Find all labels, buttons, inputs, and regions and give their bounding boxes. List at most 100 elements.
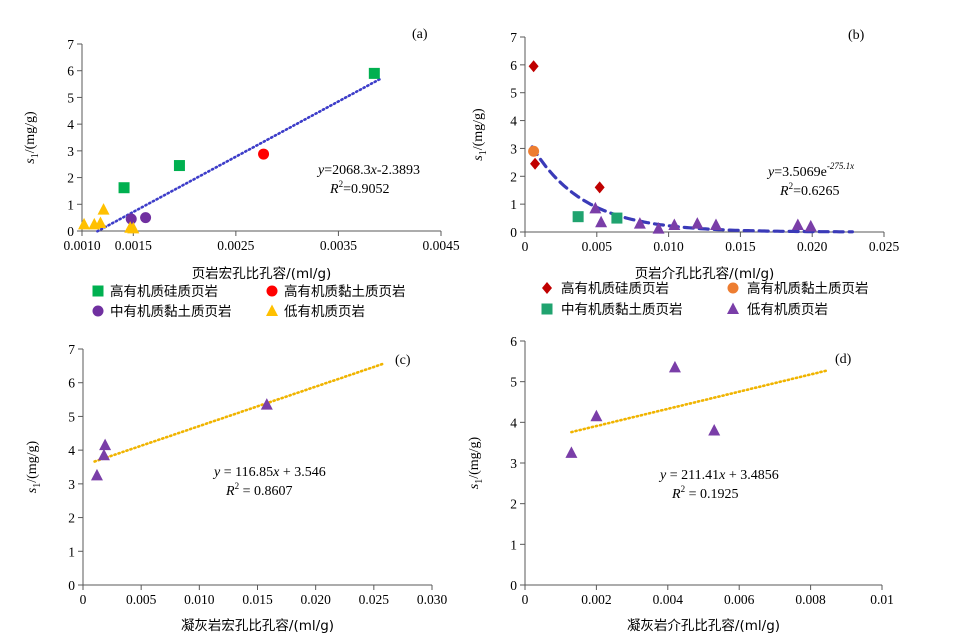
data-point (709, 218, 722, 231)
y-tick-label: 5 (510, 375, 517, 390)
data-point (118, 182, 130, 194)
y-tick-label: 0 (510, 225, 517, 240)
y-tick-label: 6 (510, 58, 517, 73)
data-point (565, 446, 578, 458)
y-tick-label: 0 (510, 578, 517, 593)
x-tick-label: 0.020 (797, 239, 828, 254)
data-point (691, 217, 704, 229)
r-squared: R2 = 0.8607 (225, 481, 292, 499)
y-tick-label: 5 (67, 90, 74, 105)
data-point (611, 212, 623, 224)
legend-label: 中有机质黏土质页岩 (110, 304, 232, 320)
data-point (595, 215, 608, 228)
data-point (804, 219, 817, 232)
x-tick-label: 0.025 (359, 592, 390, 607)
y-tick-label: 3 (510, 141, 517, 156)
chart-panel-b: 0 1 2 3 4 5 6 7 0 0.005 0.010 0.015 0.020 0.025 页岩介孔比孔… (471, 28, 899, 318)
x-tick-label: 0.030 (417, 592, 448, 607)
y-tick-label: 7 (67, 37, 74, 52)
y-tick-label: 2 (68, 511, 75, 526)
data-point (633, 217, 646, 229)
chart-panel-c: 0 1 2 3 4 5 6 7 0 0.005 0.010 0.015 0.020 0.025 0.030 凝… (25, 342, 447, 634)
data-point (94, 216, 107, 228)
y-axis-title: s1/(mg/g) (471, 108, 489, 161)
legend-label: 高有机质硅质页岩 (110, 283, 218, 300)
y-tick-label: 1 (510, 197, 517, 212)
x-tick-label: 0.015 (242, 592, 273, 607)
x-tick-label: 0.0010 (63, 238, 100, 253)
y-tick-label: 6 (67, 64, 74, 79)
chart-panel-d: 0 1 2 3 4 5 6 0 0.002 0.004 0.006 0.008 0.01 凝灰岩介孔比孔容… (467, 334, 894, 634)
x-tick-label: 0.010 (653, 239, 684, 254)
panel-label: (b) (848, 28, 865, 43)
data-point (589, 201, 602, 214)
legend-marker (92, 305, 104, 317)
data-point (368, 67, 380, 79)
y-tick-label: 0 (67, 224, 74, 239)
data-point (97, 448, 110, 461)
x-axis-title: 页岩宏孔比孔容/(ml/g) (192, 265, 332, 282)
x-tick-label: 0.005 (582, 239, 613, 254)
data-point (90, 468, 103, 481)
data-point (708, 423, 721, 436)
x-axis-title: 凝灰岩宏孔比孔容/(ml/g) (181, 617, 334, 634)
legend-label: 高有机质黏土质页岩 (284, 283, 406, 300)
x-tick-label: 0.0015 (115, 238, 152, 253)
data-point (173, 160, 185, 172)
data-point (668, 218, 681, 231)
trend-equation: y = 211.41x + 3.4856 (658, 468, 779, 483)
legend-label: 高有机质黏土质页岩 (747, 280, 869, 297)
y-tick-label: 5 (68, 409, 75, 424)
data-point (78, 217, 91, 230)
trendline (93, 362, 385, 463)
y-tick-label: 1 (510, 537, 517, 552)
y-tick-label: 7 (68, 342, 75, 357)
data-point (97, 203, 110, 215)
y-tick-label: 3 (510, 456, 517, 471)
legend-marker (541, 303, 553, 315)
legend-label: 高有机质硅质页岩 (561, 280, 669, 297)
y-axis-title: s1/(mg/g) (23, 111, 41, 164)
x-tick-label: 0.025 (869, 239, 900, 254)
data-point (668, 360, 681, 373)
trend-equation: y=2068.3x-2.3893 (316, 163, 420, 178)
x-tick-label: 0.01 (870, 592, 894, 607)
y-tick-label: 0 (68, 578, 75, 593)
x-tick-label: 0.010 (184, 592, 215, 607)
y-tick-label: 4 (510, 415, 517, 430)
y-tick-label: 6 (68, 376, 75, 391)
data-point (594, 181, 605, 194)
legend-label: 低有机质页岩 (747, 302, 828, 318)
x-tick-label: 0.004 (653, 592, 684, 607)
data-point (528, 60, 539, 73)
trend-equation: y=3.5069e-275.1x (766, 161, 854, 180)
y-tick-label: 7 (510, 30, 517, 45)
data-point (528, 145, 540, 157)
data-point (125, 213, 137, 225)
legend-label: 中有机质黏土质页岩 (561, 302, 683, 318)
chart-panel-a: 0 1 2 3 4 5 6 7 0.0010 0.0015 0.0025 0.0035 0.0045 页岩… (23, 27, 460, 320)
y-axis-title: s1/(mg/g) (25, 440, 43, 493)
x-tick-label: 0.005 (126, 592, 157, 607)
data-point (260, 398, 273, 410)
y-axis-title: s1/(mg/g) (467, 436, 485, 489)
r-squared: R2=0.6265 (779, 181, 839, 199)
y-tick-label: 4 (67, 117, 74, 132)
legend-marker (92, 285, 104, 297)
y-tick-label: 2 (510, 497, 517, 512)
data-point (530, 157, 541, 170)
y-tick-label: 4 (68, 443, 75, 458)
x-tick-label: 0.0025 (217, 238, 254, 253)
x-tick-label: 0 (522, 592, 529, 607)
legend-marker (727, 302, 739, 314)
data-point (99, 438, 112, 451)
x-tick-label: 0.006 (724, 592, 755, 607)
r-squared: R2 = 0.1925 (671, 484, 738, 502)
x-tick-label: 0.0045 (422, 238, 459, 253)
data-point (652, 222, 665, 234)
x-tick-label: 0.0035 (320, 238, 357, 253)
trendline (570, 368, 830, 434)
y-tick-label: 4 (510, 114, 517, 129)
panel-label: (d) (835, 352, 852, 367)
